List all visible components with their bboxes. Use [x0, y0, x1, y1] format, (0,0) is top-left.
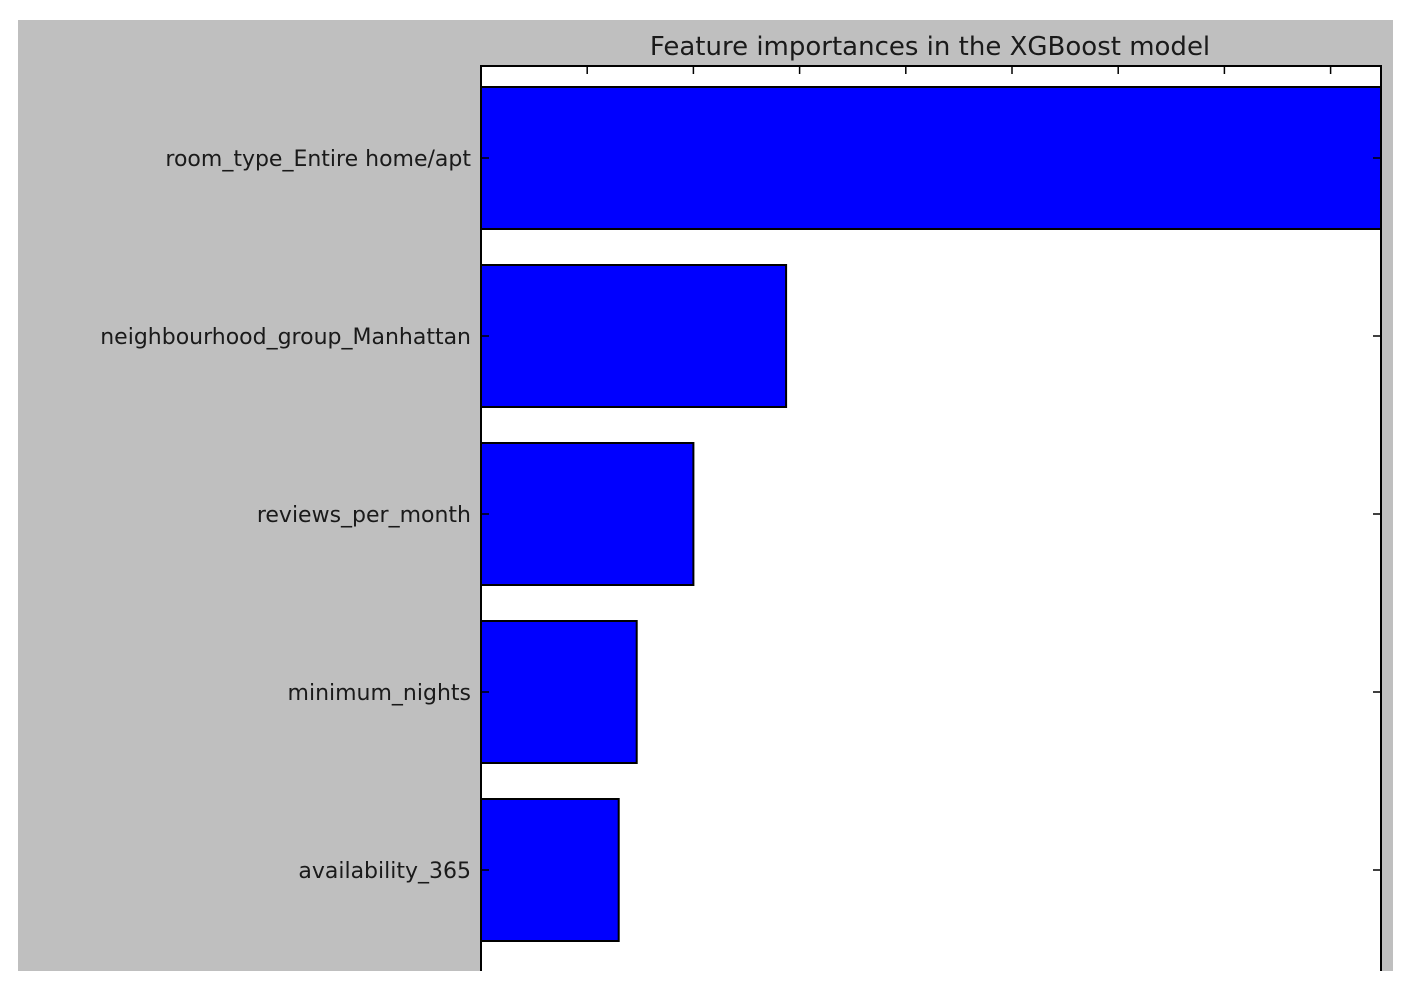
- bar: [480, 798, 620, 942]
- bar: [480, 264, 788, 408]
- y-tick-label: availability_365: [298, 859, 471, 884]
- y-axis-labels: room_type_Entire home/apt neighbourhood_g…: [100, 147, 471, 884]
- y-tick-label: minimum_nights: [288, 681, 471, 706]
- y-tick-label: neighbourhood_group_Manhattan: [100, 325, 471, 350]
- bar: [480, 442, 695, 586]
- bars-group: [480, 86, 1382, 942]
- chart-title: Feature importances in the XGBoost model: [650, 32, 1210, 62]
- bar-chart: Feature importances in the XGBoost model…: [100, 32, 1382, 971]
- bar: [480, 86, 1382, 230]
- chart-figure: Feature importances in the XGBoost model…: [18, 20, 1393, 971]
- bar: [480, 620, 638, 764]
- y-axis-ticks: [481, 157, 1381, 871]
- y-tick-label: room_type_Entire home/apt: [165, 147, 471, 172]
- y-tick-label: reviews_per_month: [257, 503, 471, 528]
- x-axis-ticks: [586, 66, 1332, 74]
